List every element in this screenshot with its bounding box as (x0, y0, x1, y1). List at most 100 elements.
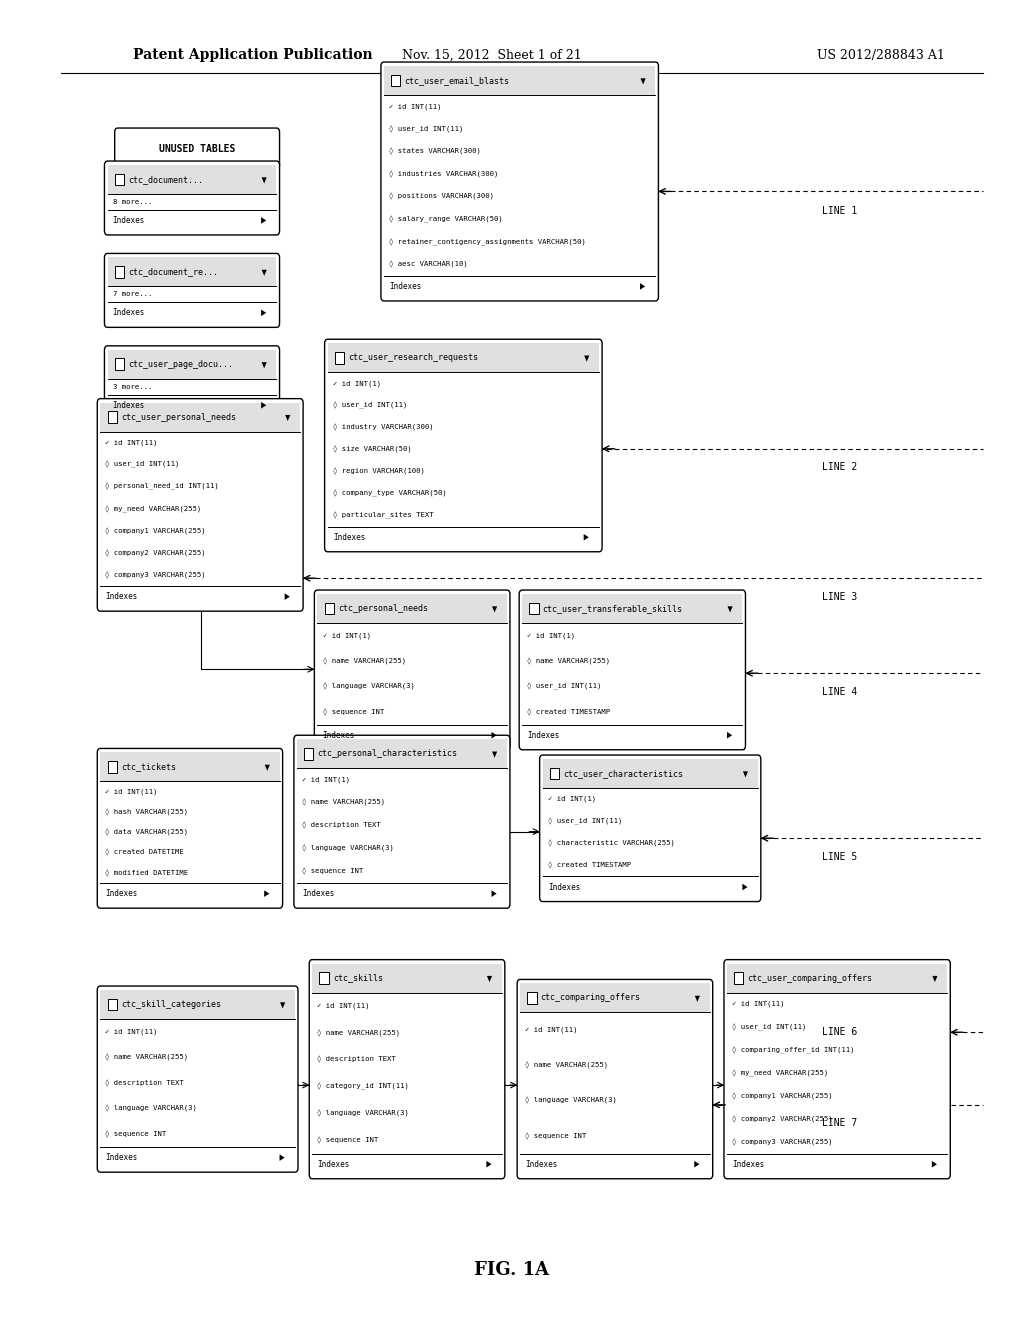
Text: ◊ sequence INT: ◊ sequence INT (105, 1131, 167, 1138)
Text: ◊ aesc VARCHAR(10): ◊ aesc VARCHAR(10) (389, 261, 468, 268)
Text: ✓ id INT(11): ✓ id INT(11) (389, 103, 441, 110)
Text: Nov. 15, 2012  Sheet 1 of 21: Nov. 15, 2012 Sheet 1 of 21 (401, 49, 582, 62)
Text: ◊ language VARCHAR(3): ◊ language VARCHAR(3) (105, 1105, 198, 1113)
Bar (328, 343, 599, 372)
Text: Indexes: Indexes (105, 890, 138, 898)
Text: ◊ name VARCHAR(255): ◊ name VARCHAR(255) (525, 1061, 608, 1069)
Text: ◊ description TEXT: ◊ description TEXT (302, 822, 381, 829)
Text: ◊ personal_need_id INT(11): ◊ personal_need_id INT(11) (105, 483, 219, 491)
FancyBboxPatch shape (104, 253, 280, 327)
Polygon shape (264, 890, 269, 898)
Polygon shape (694, 1162, 699, 1168)
Text: ctc_user_transferable_skills: ctc_user_transferable_skills (543, 605, 683, 612)
Text: ✓ id INT(1): ✓ id INT(1) (333, 380, 381, 387)
Polygon shape (486, 1162, 492, 1168)
Text: ◊ description TEXT: ◊ description TEXT (317, 1056, 396, 1064)
Text: ◊ created TIMESTAMP: ◊ created TIMESTAMP (548, 862, 631, 869)
Text: ◊ salary_range VARCHAR(50): ◊ salary_range VARCHAR(50) (389, 215, 503, 223)
Text: Indexes: Indexes (323, 731, 355, 739)
Text: ✓ id INT(11): ✓ id INT(11) (732, 1001, 784, 1007)
FancyBboxPatch shape (325, 339, 602, 552)
Bar (115, 173, 124, 186)
Text: Indexes: Indexes (525, 1160, 558, 1168)
Polygon shape (742, 884, 748, 890)
FancyBboxPatch shape (724, 960, 950, 1179)
Text: ◊ language VARCHAR(3): ◊ language VARCHAR(3) (323, 682, 415, 690)
Text: ✓ id INT(11): ✓ id INT(11) (105, 1028, 158, 1035)
Polygon shape (280, 1154, 285, 1162)
Bar (115, 267, 124, 279)
Polygon shape (932, 975, 937, 982)
Polygon shape (641, 78, 645, 84)
Text: Indexes: Indexes (302, 890, 335, 898)
Text: ◊ user_id INT(11): ◊ user_id INT(11) (105, 461, 180, 469)
Text: LINE 6: LINE 6 (822, 1027, 857, 1038)
Bar (529, 602, 539, 615)
Bar (522, 594, 742, 623)
Bar (304, 747, 313, 759)
Polygon shape (695, 995, 700, 1002)
FancyBboxPatch shape (517, 979, 713, 1179)
Text: ◊ hash VARCHAR(255): ◊ hash VARCHAR(255) (105, 808, 188, 816)
Text: ◊ name VARCHAR(255): ◊ name VARCHAR(255) (527, 657, 610, 665)
FancyBboxPatch shape (381, 62, 658, 301)
Text: ◊ user_id INT(11): ◊ user_id INT(11) (389, 125, 464, 132)
Text: ctc_user_page_docu...: ctc_user_page_docu... (128, 360, 233, 368)
Bar (520, 983, 710, 1012)
Text: LINE 5: LINE 5 (822, 851, 857, 862)
Polygon shape (264, 764, 270, 771)
FancyBboxPatch shape (115, 128, 280, 169)
Text: ctc_skill_categories: ctc_skill_categories (121, 1001, 221, 1008)
Text: ◊ language VARCHAR(3): ◊ language VARCHAR(3) (317, 1110, 410, 1117)
Text: ◊ name VARCHAR(255): ◊ name VARCHAR(255) (105, 1053, 188, 1061)
Polygon shape (640, 284, 645, 289)
Text: ◊ sequence INT: ◊ sequence INT (317, 1137, 379, 1144)
Text: ◊ language VARCHAR(3): ◊ language VARCHAR(3) (525, 1097, 617, 1105)
FancyBboxPatch shape (540, 755, 761, 902)
Text: Patent Application Publication: Patent Application Publication (133, 49, 373, 62)
Text: ctc_skills: ctc_skills (333, 974, 383, 982)
Text: ctc_personal_characteristics: ctc_personal_characteristics (317, 750, 458, 758)
Text: Indexes: Indexes (105, 593, 138, 601)
Text: ◊ description TEXT: ◊ description TEXT (105, 1080, 184, 1086)
Text: ◊ company3 VARCHAR(255): ◊ company3 VARCHAR(255) (732, 1139, 833, 1146)
Text: LINE 2: LINE 2 (822, 462, 857, 473)
Text: FIG. 1A: FIG. 1A (474, 1261, 550, 1279)
Polygon shape (727, 731, 732, 739)
Polygon shape (492, 731, 497, 739)
FancyBboxPatch shape (314, 590, 510, 750)
Text: ✓ id INT(1): ✓ id INT(1) (323, 632, 371, 639)
Text: ◊ industry VARCHAR(300): ◊ industry VARCHAR(300) (333, 424, 433, 432)
Text: Indexes: Indexes (113, 401, 145, 409)
Text: Indexes: Indexes (527, 731, 560, 739)
Polygon shape (262, 362, 266, 368)
Bar (100, 403, 300, 432)
Polygon shape (487, 975, 492, 982)
Text: ◊ my_need VARCHAR(255): ◊ my_need VARCHAR(255) (732, 1069, 828, 1077)
Text: ◊ language VARCHAR(3): ◊ language VARCHAR(3) (302, 845, 394, 853)
Polygon shape (492, 606, 498, 612)
Text: ◊ industries VARCHAR(300): ◊ industries VARCHAR(300) (389, 170, 499, 178)
FancyBboxPatch shape (309, 960, 505, 1179)
Text: ◊ retainer_contigency_assignments VARCHAR(50): ◊ retainer_contigency_assignments VARCHA… (389, 239, 586, 246)
Bar (108, 412, 117, 422)
Text: ctc_document_re...: ctc_document_re... (128, 268, 218, 276)
Text: ctc_user_personal_needs: ctc_user_personal_needs (121, 413, 236, 421)
Text: ◊ category_id INT(11): ◊ category_id INT(11) (317, 1082, 410, 1090)
Text: ✓ id INT(11): ✓ id INT(11) (105, 788, 158, 795)
Text: ◊ region VARCHAR(100): ◊ region VARCHAR(100) (333, 467, 425, 475)
Text: Indexes: Indexes (113, 216, 145, 224)
Polygon shape (492, 890, 497, 898)
FancyBboxPatch shape (97, 399, 303, 611)
Text: ◊ name VARCHAR(255): ◊ name VARCHAR(255) (323, 657, 406, 665)
FancyBboxPatch shape (519, 590, 745, 750)
Text: Indexes: Indexes (732, 1160, 765, 1168)
FancyBboxPatch shape (97, 986, 298, 1172)
Text: Indexes: Indexes (113, 309, 145, 317)
Text: ◊ created DATETIME: ◊ created DATETIME (105, 849, 184, 857)
Bar (317, 594, 507, 623)
Polygon shape (281, 1002, 285, 1008)
Bar (734, 972, 743, 985)
Polygon shape (727, 606, 732, 612)
Bar (108, 760, 117, 774)
